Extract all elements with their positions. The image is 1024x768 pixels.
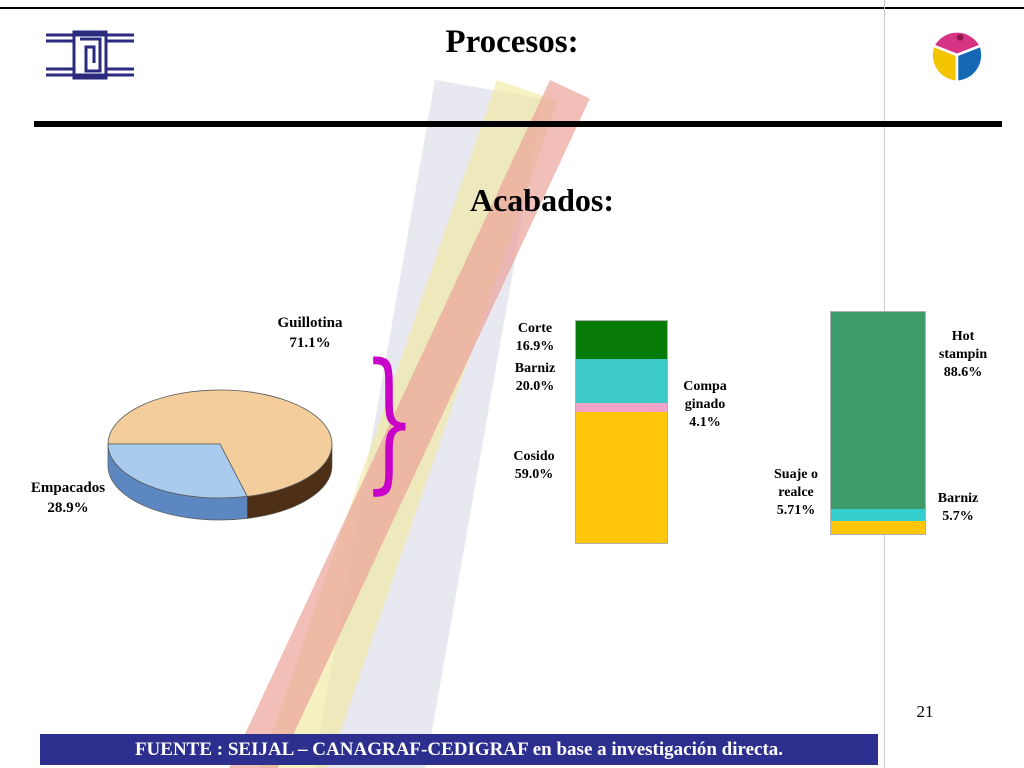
bar2-segment-hot-stampin <box>831 312 925 509</box>
label-line: realce <box>778 485 814 501</box>
pie-label-guillotina: Guillotina 71.1% <box>245 314 375 353</box>
pie-label-empacados: Empacados 28.9% <box>8 479 128 518</box>
label-line: 88.6% <box>943 365 983 381</box>
label-line: Barniz <box>937 491 979 506</box>
curly-brace-icon: } <box>362 331 416 508</box>
bar1-label-cosido: Cosido 59.0% <box>494 448 574 484</box>
header-divider <box>34 121 1002 127</box>
label-line: Corte <box>517 321 553 336</box>
label-line: Compa <box>683 379 727 394</box>
label-line: Guillotina <box>277 315 343 331</box>
page-number: 21 <box>916 702 934 721</box>
right-logo-icon <box>926 24 988 91</box>
slide-subtitle: Acabados: <box>469 182 614 218</box>
left-logo-icon <box>44 26 136 89</box>
label-line: 16.9% <box>515 339 555 355</box>
source-footer: FUENTE : SEIJAL – CANAGRAF-CEDIGRAF en b… <box>40 734 878 765</box>
bar1-label-barniz: Barniz 20.0% <box>497 360 573 396</box>
label-line: 71.1% <box>289 334 331 351</box>
label-line: Empacados <box>30 480 106 496</box>
pie-chart-acabados <box>107 389 333 521</box>
bar2-segment-suaje-o-realce <box>831 508 925 522</box>
bar1-segment-cosido <box>576 412 667 543</box>
bar1-segment-corte <box>576 321 667 359</box>
label-line: Hot <box>951 329 975 344</box>
bar2-label-barniz: Barniz 5.7% <box>928 490 988 526</box>
bar1-label-compaginado: Compa ginado 4.1% <box>674 378 736 433</box>
bar1-segment-compaginado <box>576 402 667 412</box>
label-line: 59.0% <box>514 467 554 483</box>
slide-top-border <box>0 7 1024 9</box>
label-line: 4.1% <box>689 415 721 431</box>
label-line: 5.7% <box>942 509 974 525</box>
bar2-segment-barniz <box>831 521 925 534</box>
label-line: ginado <box>684 397 726 413</box>
stacked-bar-chart-2 <box>830 311 926 535</box>
label-line: 28.9% <box>47 499 89 516</box>
label-line: stampin <box>938 347 988 363</box>
label-line: Cosido <box>513 449 555 464</box>
bar2-label-suaje-o-realce: Suaje o realce 5.71% <box>762 466 830 521</box>
label-line: Barniz <box>514 361 556 376</box>
stacked-bar-chart-1 <box>575 320 668 544</box>
label-line: 20.0% <box>515 379 555 395</box>
label-line: 5.71% <box>776 503 816 519</box>
bar2-label-hot-stampin: Hot stampin 88.6% <box>930 328 996 383</box>
slide-title: Procesos: <box>445 24 579 60</box>
bar1-segment-barniz <box>576 358 667 403</box>
label-line: Suaje o <box>774 467 818 482</box>
bar1-label-corte: Corte 16.9% <box>497 320 573 356</box>
